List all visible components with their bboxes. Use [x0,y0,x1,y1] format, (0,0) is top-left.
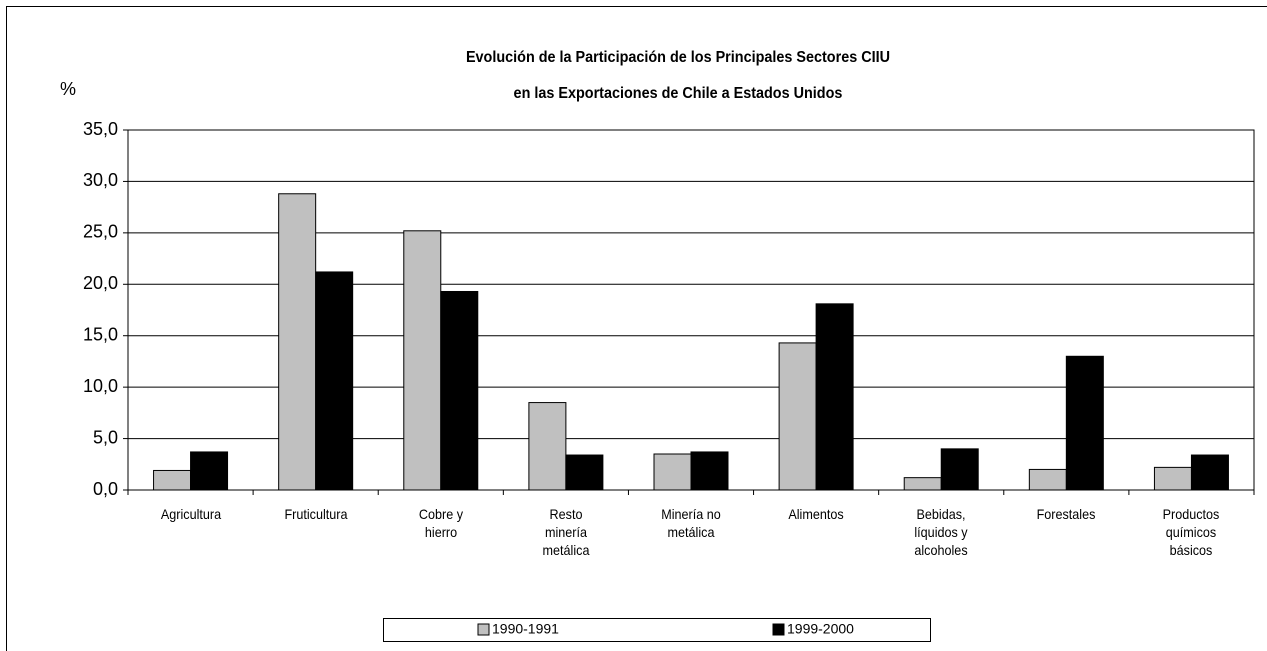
legend-label: 1999-2000 [787,621,854,637]
bar [440,290,479,491]
y-tick-label: 30,0 [83,170,118,190]
bar [778,342,817,491]
x-tick-label: Cobre y hierro [418,506,463,540]
bar [1065,355,1104,491]
legend-swatch [772,623,785,636]
bar [690,451,729,491]
bar [278,193,317,491]
y-tick-label: 0,0 [93,479,118,499]
y-axis-label: % [60,79,76,99]
x-tick-label: Alimentos [788,506,844,522]
bar [315,271,354,491]
x-tick-label: Bebidas, líquidos y alcoholes [914,506,968,558]
bar [190,451,229,491]
bar [153,469,192,491]
bar [940,448,979,491]
bar [1153,466,1192,491]
bar [903,477,942,491]
chart-border [6,6,1267,651]
bar [1190,454,1229,491]
y-tick-label: 35,0 [83,119,118,139]
bar [653,453,692,491]
bar [1028,468,1067,491]
legend-label: 1990-1991 [492,621,559,637]
bar [528,402,567,491]
chart-subtitle: en las Exportaciones de Chile a Estados … [514,85,843,103]
y-tick-label: 15,0 [83,324,118,344]
legend-swatch [477,623,490,636]
bar [403,230,442,491]
y-tick-label: 5,0 [93,427,118,447]
x-tick-label: Agricultura [160,506,221,522]
chart-title: Evolución de la Participación de los Pri… [466,49,890,67]
y-tick-label: 25,0 [83,222,118,242]
x-tick-label: Productos químicos básicos [1163,506,1220,558]
bar [565,454,604,491]
y-tick-label: 20,0 [83,273,118,293]
bar [815,303,854,491]
x-tick-label: Minería no metálica [661,506,721,540]
x-tick-label: Resto minería metálica [542,506,590,558]
x-tick-label: Forestales [1036,506,1096,522]
x-tick-label: Fruticultura [284,506,348,522]
legend-box [383,618,931,642]
y-tick-label: 10,0 [83,376,118,396]
